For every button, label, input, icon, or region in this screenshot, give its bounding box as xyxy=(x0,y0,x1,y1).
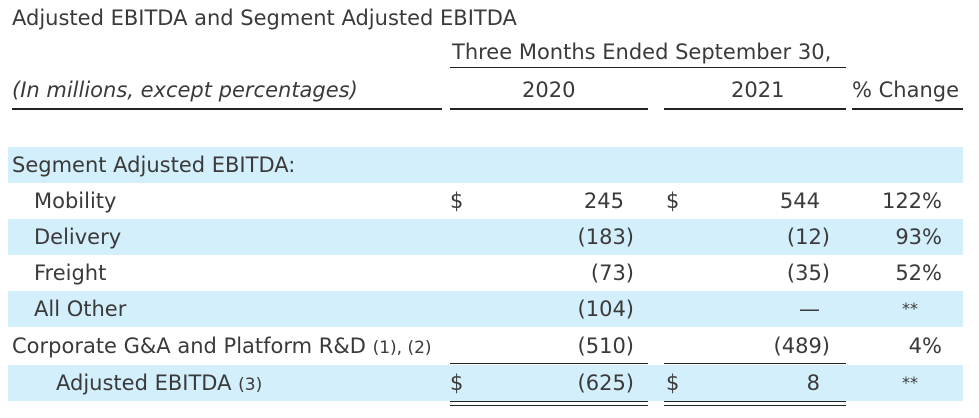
value-2021-all-other: — xyxy=(799,297,820,321)
header-rule-2021 xyxy=(664,108,846,110)
section-label: Segment Adjusted EBITDA: xyxy=(12,153,296,177)
change-corporate: 4% xyxy=(908,334,942,358)
subtotal-rule-2020 xyxy=(450,363,648,364)
header-rule-2020 xyxy=(450,108,648,110)
footnote-ref: (3) xyxy=(238,375,263,395)
change-delivery: 93% xyxy=(895,225,942,249)
units-label: (In millions, except percentages) xyxy=(12,78,358,102)
value-2020-delivery: (183) xyxy=(577,225,634,249)
value-2021-freight: (35) xyxy=(786,261,830,285)
value-2021-delivery: (12) xyxy=(786,225,830,249)
dollar-sign: $ xyxy=(450,371,464,395)
section-band xyxy=(8,147,963,183)
row-label-adjusted-ebitda-text: Adjusted EBITDA xyxy=(56,371,232,395)
row-label-corporate-text: Corporate G&A and Platform R&D xyxy=(12,334,366,358)
value-2021-adjusted-ebitda: 8 xyxy=(806,371,820,395)
row-band xyxy=(8,219,963,255)
value-2020-adjusted-ebitda: (625) xyxy=(577,371,634,395)
change-all-other: ** xyxy=(902,299,918,318)
total-double-rule-2020 xyxy=(450,405,648,406)
total-double-rule-2020 xyxy=(450,401,648,402)
column-header-change: % Change xyxy=(852,78,960,102)
value-2021-mobility: 544 xyxy=(779,189,820,213)
value-2020-all-other: (104) xyxy=(577,297,634,321)
change-freight: 52% xyxy=(895,261,942,285)
change-adjusted-ebitda: ** xyxy=(902,373,918,392)
row-label-adjusted-ebitda: Adjusted EBITDA (3) xyxy=(56,365,262,403)
column-header-2020: 2020 xyxy=(522,78,576,102)
period-header-rule xyxy=(450,67,846,68)
value-2020-freight: (73) xyxy=(590,261,634,285)
dollar-sign: $ xyxy=(666,189,680,213)
total-double-rule-2021 xyxy=(664,401,846,402)
column-header-2021: 2021 xyxy=(731,78,785,102)
row-label-corporate: Corporate G&A and Platform R&D (1), (2) xyxy=(12,328,432,366)
row-label-mobility: Mobility xyxy=(34,189,117,213)
value-2020-corporate: (510) xyxy=(577,334,634,358)
period-header: Three Months Ended September 30, xyxy=(452,40,832,64)
total-double-rule-2021 xyxy=(664,405,846,406)
dollar-sign: $ xyxy=(450,189,464,213)
row-label-all-other: All Other xyxy=(34,297,127,321)
row-label-freight: Freight xyxy=(34,261,107,285)
value-2021-corporate: (489) xyxy=(773,334,830,358)
footnote-ref: (1), (2) xyxy=(372,338,432,358)
header-rule-label xyxy=(12,108,442,110)
row-band xyxy=(8,365,963,401)
dollar-sign: $ xyxy=(666,371,680,395)
row-band xyxy=(8,291,963,327)
row-label-delivery: Delivery xyxy=(34,225,122,249)
subtotal-rule-2021 xyxy=(664,363,846,364)
header-rule-change xyxy=(852,108,963,110)
change-mobility: 122% xyxy=(881,189,942,213)
value-2020-mobility: 245 xyxy=(583,189,624,213)
table-title: Adjusted EBITDA and Segment Adjusted EBI… xyxy=(12,6,517,30)
